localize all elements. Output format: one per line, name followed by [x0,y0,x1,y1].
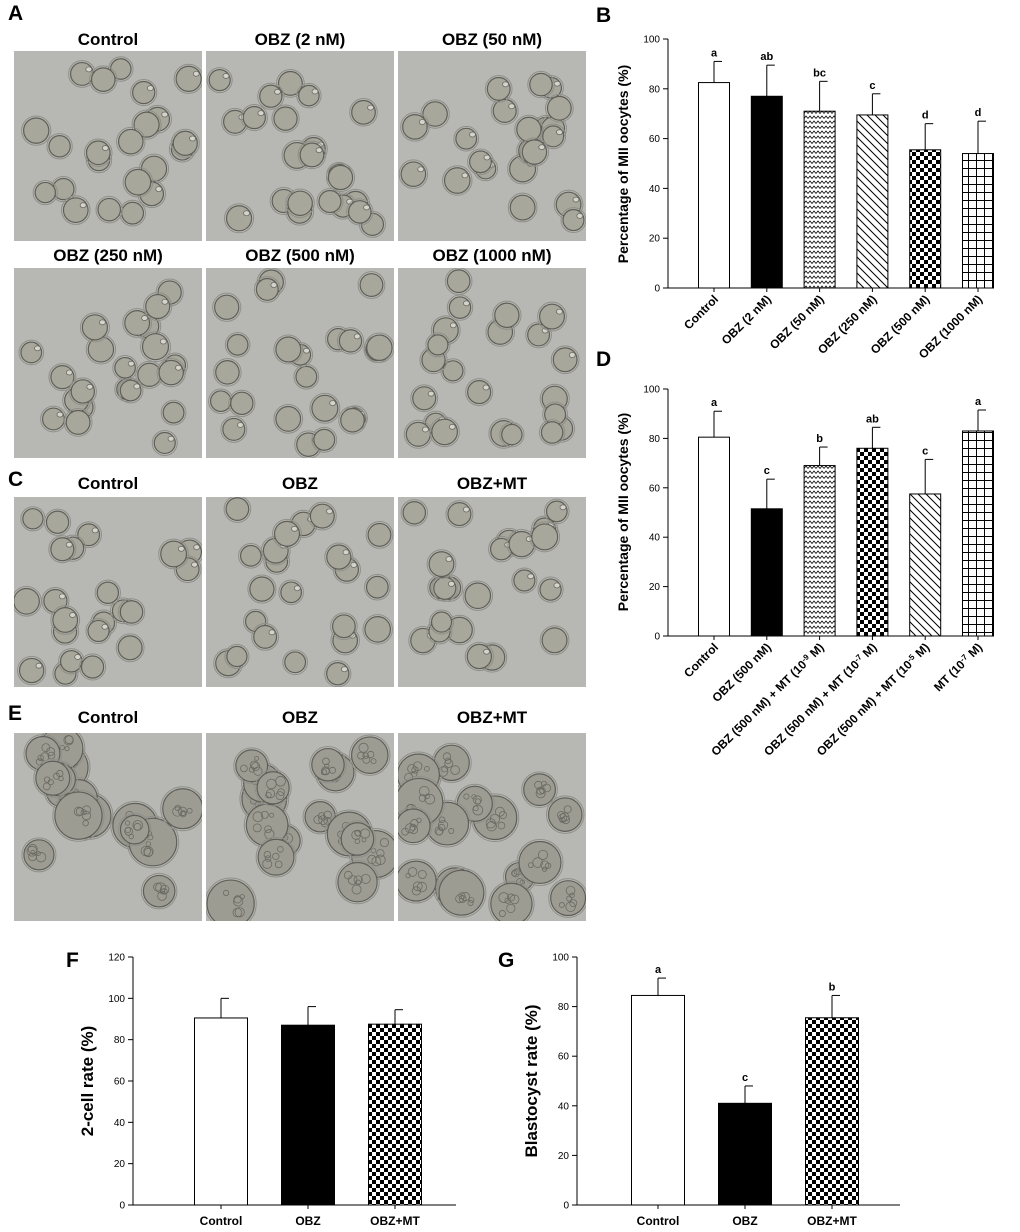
x-tick-label: OBZ [732,1214,757,1228]
bar [910,150,941,288]
x-tick-label: Control [200,1214,243,1228]
y-tick-label: 40 [649,184,661,195]
y-axis-label: Percentage of MII oocytes (%) [615,65,631,263]
significance-letter: c [922,445,928,457]
significance-letter: d [975,107,982,119]
x-tick-label: OBZ (2 nM) [719,292,774,347]
bar [632,995,685,1205]
bar [963,431,994,636]
significance-letter: b [829,981,836,993]
y-tick-label: 40 [649,533,661,544]
x-tick-label: Control [681,292,721,332]
significance-letter: c [764,465,770,477]
bar [806,1018,859,1205]
y-tick-label: 100 [108,994,125,1005]
significance-letter: d [922,110,929,122]
y-axis-label: 2-cell rate (%) [78,1026,97,1137]
y-tick-label: 80 [649,84,661,95]
bar [195,1018,248,1205]
bar [910,494,941,636]
y-tick-label: 100 [643,385,660,396]
y-tick-label: 0 [563,1201,569,1212]
significance-letter: c [742,1072,748,1084]
x-tick-label: OBZ (500 nM) + MT (10-5 M) [814,640,933,759]
y-tick-label: 100 [552,953,569,964]
y-tick-label: 20 [114,1159,126,1170]
chart-b: B 0 20 40 60 80 100 Percentage of MII oocytes (… [596,4,994,362]
y-tick-label: 0 [654,284,660,295]
bar [804,466,835,636]
panel-letter-b: B [596,4,611,27]
y-tick-label: 20 [649,582,661,593]
x-tick-label: OBZ+MT [807,1214,857,1228]
bar [751,96,782,288]
significance-letter: a [711,47,718,59]
x-tick-label: OBZ [295,1214,320,1228]
y-tick-label: 60 [649,134,661,145]
y-tick-label: 100 [643,35,660,46]
significance-letter: b [816,433,823,445]
bar [963,154,994,288]
significance-letter: a [655,964,662,976]
chart-g: G 0 20 40 60 80 100 Blastocyst rate (%) a Control… [498,949,900,1228]
chart-d: D 0 20 40 60 80 100 Percentage of MII oocytes (… [596,348,994,759]
bar [699,83,730,288]
y-axis-label: Blastocyst rate (%) [522,1004,541,1157]
x-tick-label: OBZ+MT [370,1214,420,1228]
bar [369,1024,422,1205]
y-tick-label: 40 [114,1118,126,1129]
y-tick-label: 0 [119,1201,125,1212]
y-tick-label: 80 [649,434,661,445]
x-tick-label: OBZ (500 nM) + MT (10-7 M) [761,640,880,759]
panel-letter-d: D [596,348,611,371]
y-tick-label: 20 [558,1151,570,1162]
bar [719,1103,772,1205]
bar [857,448,888,636]
significance-letter: a [975,396,982,408]
y-tick-label: 40 [558,1101,570,1112]
y-tick-label: 60 [558,1052,570,1063]
chart-f: F 0 20 40 60 80 100 120 2-cell rate (%) Control OB… [66,949,456,1228]
bar [804,111,835,288]
y-tick-label: 80 [114,1035,126,1046]
bar [857,115,888,288]
x-tick-label: OBZ (500 nM) + MT (10-9 M) [708,640,827,759]
bar [751,509,782,636]
significance-letter: ab [760,51,773,63]
x-tick-label: Control [681,640,721,680]
panel-letter-f: F [66,949,79,972]
bar [699,437,730,636]
y-tick-label: 20 [649,234,661,245]
y-tick-label: 60 [114,1077,126,1088]
significance-letter: c [869,80,875,92]
significance-letter: a [711,397,718,409]
x-tick-label: Control [637,1214,680,1228]
panel-letter-g: G [498,949,514,972]
x-tick-label: MT (10-7 M) [931,640,985,694]
y-tick-label: 120 [108,953,125,964]
significance-letter: bc [813,67,826,79]
y-tick-label: 0 [654,632,660,643]
bar [282,1025,335,1205]
y-tick-label: 80 [558,1002,570,1013]
y-tick-label: 60 [649,483,661,494]
significance-letter: ab [866,413,879,425]
y-axis-label: Percentage of MII oocytes (%) [615,413,631,611]
